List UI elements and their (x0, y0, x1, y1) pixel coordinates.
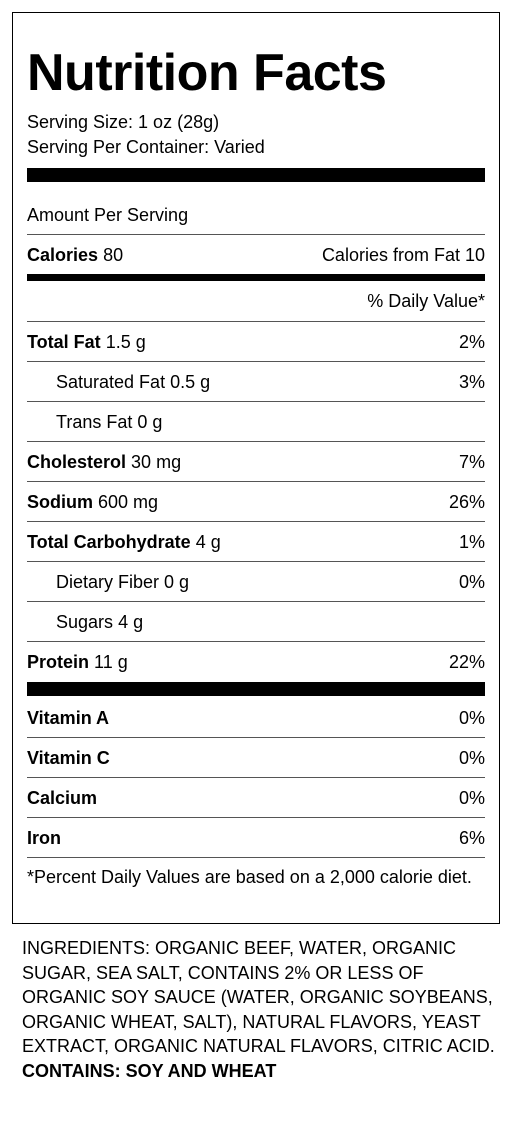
thick-divider (27, 682, 485, 696)
nutrient-dv: 0% (458, 571, 485, 592)
nutrient-dv: 2% (458, 331, 485, 352)
nutrient-dv: 22% (448, 651, 485, 672)
nutrient-dv: 3% (458, 371, 485, 392)
nutrient-amount: 11 g (94, 651, 128, 672)
nutrient-name: Cholesterol (27, 451, 127, 472)
medium-divider (27, 274, 485, 281)
nutrient-name: Sugars (56, 611, 114, 632)
vitamin-dv: 0% (458, 707, 485, 728)
vitamin-row-calcium: Calcium 0% (27, 778, 485, 818)
nutrition-facts-panel: Nutrition Facts Serving Size: 1 oz (28g)… (12, 12, 500, 924)
nutrient-row-sugars: Sugars 4 g (27, 602, 485, 642)
nutrient-name: Trans Fat (56, 411, 133, 432)
vitamin-name: Iron (27, 827, 61, 848)
nutrient-name: Saturated Fat (56, 371, 166, 392)
nutrient-name: Total Carbohydrate (27, 531, 191, 552)
vitamin-name: Calcium (27, 787, 98, 808)
label-title: Nutrition Facts (27, 44, 387, 102)
divider (27, 601, 485, 602)
daily-value-header: % Daily Value* (367, 290, 485, 311)
divider (27, 321, 485, 322)
servings-per-container: Serving Per Container: Varied (27, 137, 265, 157)
divider (27, 561, 485, 562)
nutrient-row-saturated-fat: Saturated Fat 0.5 g 3% (27, 362, 485, 402)
divider (27, 641, 485, 642)
vitamin-name: Vitamin C (27, 747, 110, 768)
nutrient-row-sodium: Sodium 600 mg 26% (27, 482, 485, 522)
daily-value-header-row: % Daily Value* (27, 281, 485, 321)
thick-divider (27, 168, 485, 182)
divider (27, 361, 485, 362)
nutrient-row-trans-fat: Trans Fat 0 g (27, 402, 485, 442)
vitamin-dv: 6% (458, 827, 485, 848)
divider (27, 817, 485, 818)
nutrient-amount: 4 g (118, 611, 144, 632)
nutrient-name: Dietary Fiber (56, 571, 160, 592)
daily-value-footnote: *Percent Daily Values are based on a 2,0… (27, 867, 472, 887)
ingredients-text: INGREDIENTS: ORGANIC BEEF, WATER, ORGANI… (22, 938, 495, 1056)
nutrient-amount: 0.5 g (170, 371, 211, 392)
vitamin-row-vitamin-a: Vitamin A 0% (27, 698, 485, 738)
calories-value: 80 (103, 244, 124, 265)
nutrient-name: Protein (27, 651, 90, 672)
nutrient-row-total-fat: Total Fat 1.5 g 2% (27, 322, 485, 362)
amount-per-serving-row: Amount Per Serving (27, 196, 485, 234)
nutrient-row-total-carbohydrate: Total Carbohydrate 4 g 1% (27, 522, 485, 562)
divider (27, 234, 485, 235)
vitamin-name: Vitamin A (27, 707, 110, 728)
nutrient-name: Sodium (27, 491, 93, 512)
divider (27, 737, 485, 738)
nutrient-row-cholesterol: Cholesterol 30 mg 7% (27, 442, 485, 482)
nutrient-dv: 7% (458, 451, 485, 472)
amount-per-serving: Amount Per Serving (27, 204, 189, 225)
serving-info: Serving Size: 1 oz (28g) Serving Per Con… (27, 110, 265, 160)
vitamin-dv: 0% (458, 787, 485, 808)
vitamin-row-iron: Iron 6% (27, 818, 485, 858)
divider (27, 857, 485, 858)
calories-from-fat: Calories from Fat 10 (321, 244, 485, 265)
nutrient-dv: 26% (448, 491, 485, 512)
nutrient-amount: 4 g (195, 531, 221, 552)
nutrient-amount: 1.5 g (105, 331, 146, 352)
vitamin-row-vitamin-c: Vitamin C 0% (27, 738, 485, 778)
serving-size: Serving Size: 1 oz (28g) (27, 112, 220, 132)
nutrient-amount: 30 mg (131, 451, 182, 472)
ingredients-block: INGREDIENTS: ORGANIC BEEF, WATER, ORGANI… (22, 936, 512, 1083)
allergen-statement: CONTAINS: SOY AND WHEAT (22, 1060, 277, 1081)
divider (27, 401, 485, 402)
nutrient-name: Total Fat (27, 331, 101, 352)
nutrient-row-protein: Protein 11 g 22% (27, 642, 485, 682)
divider (27, 441, 485, 442)
nutrient-amount: 0 g (164, 571, 190, 592)
calories-row: Calories 80 Calories from Fat 10 (27, 235, 485, 275)
nutrient-amount: 600 mg (98, 491, 159, 512)
calories-label: Calories (27, 244, 99, 265)
divider (27, 521, 485, 522)
nutrient-amount: 0 g (137, 411, 163, 432)
vitamin-dv: 0% (458, 747, 485, 768)
divider (27, 481, 485, 482)
divider (27, 777, 485, 778)
nutrient-row-dietary-fiber: Dietary Fiber 0 g 0% (27, 562, 485, 602)
nutrient-dv: 1% (458, 531, 485, 552)
